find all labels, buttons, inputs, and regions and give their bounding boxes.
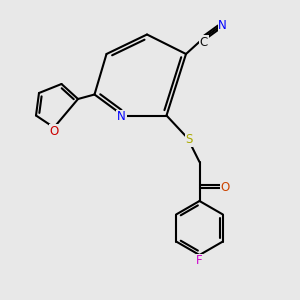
Text: O: O: [50, 124, 58, 138]
Text: C: C: [200, 35, 208, 49]
Text: O: O: [220, 181, 230, 194]
Text: N: N: [218, 19, 227, 32]
Text: F: F: [196, 254, 203, 268]
Text: N: N: [117, 110, 126, 124]
Text: S: S: [185, 133, 193, 146]
